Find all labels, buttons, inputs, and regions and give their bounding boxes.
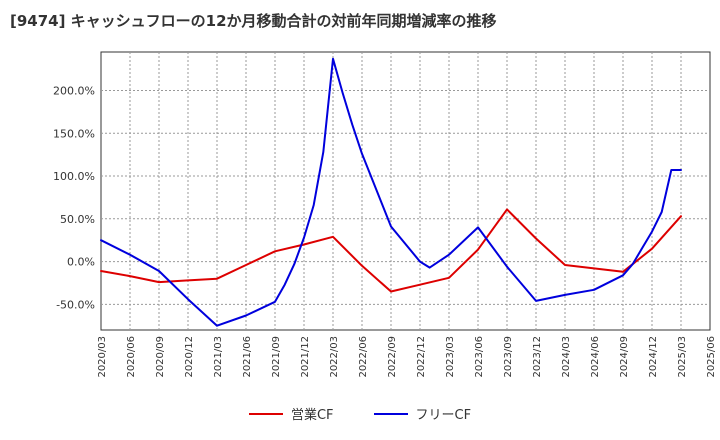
x-tick-label: 2024/12 (648, 336, 659, 378)
legend: 営業CF フリーCF (0, 404, 720, 423)
x-tick-label: 2024/06 (590, 336, 601, 378)
y-tick-label: 0.0% (67, 256, 95, 269)
legend-label-operating-cf: 営業CF (290, 408, 334, 423)
legend-swatch-operating-cf (248, 412, 283, 415)
x-tick-label: 2022/06 (358, 336, 369, 378)
x-tick-label: 2025/06 (706, 336, 717, 378)
x-tick-label: 2023/03 (445, 336, 456, 378)
x-tick-label: 2025/03 (677, 336, 688, 378)
y-tick-label: 150.0% (53, 127, 95, 140)
x-tick-label: 2024/09 (619, 336, 630, 378)
series-line-free-cf (100, 57, 682, 327)
x-tick-label: 2023/06 (474, 336, 485, 378)
legend-item-operating-cf: 営業CF (248, 404, 334, 423)
legend-label-free-cf: フリーCF (415, 408, 472, 423)
x-tick-label: 2023/09 (503, 336, 514, 378)
x-tick-label: 2022/09 (387, 336, 398, 378)
x-tick-label: 2021/09 (271, 336, 282, 378)
series-line-operating-cf (100, 208, 682, 293)
legend-item-free-cf: フリーCF (373, 404, 472, 423)
y-tick-label: -50.0% (56, 298, 95, 311)
plot-frame (100, 51, 711, 331)
y-tick-label: 100.0% (53, 170, 95, 183)
x-tick-label: 2020/06 (126, 336, 137, 378)
x-tick-label: 2024/03 (561, 336, 572, 378)
x-tick-label: 2022/12 (416, 336, 427, 378)
x-tick-label: 2021/06 (242, 336, 253, 378)
x-tick-label: 2021/03 (213, 336, 224, 378)
x-tick-label: 2022/03 (329, 336, 340, 378)
y-tick-label: 200.0% (53, 84, 95, 97)
x-tick-label: 2020/03 (97, 336, 108, 378)
x-tick-label: 2023/12 (532, 336, 543, 378)
y-tick-label: 50.0% (60, 213, 95, 226)
x-tick-label: 2021/12 (300, 336, 311, 378)
x-tick-label: 2020/12 (184, 336, 195, 378)
legend-swatch-free-cf (373, 412, 408, 415)
x-tick-label: 2020/09 (155, 336, 166, 378)
chart-title: [9474] キャッシュフローの12か月移動合計の対前年同期増減率の推移 (10, 12, 497, 30)
